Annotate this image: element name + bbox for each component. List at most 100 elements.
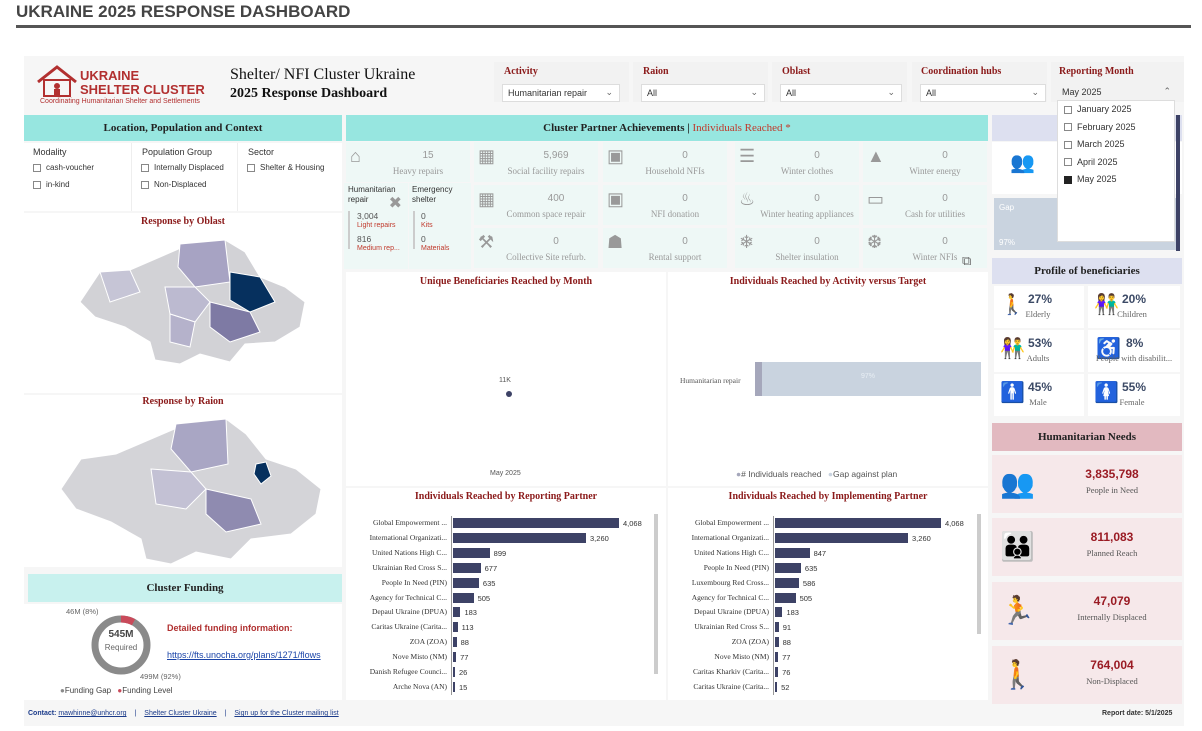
achievement-tile: ⚒ 0 Collective Site refurb. (474, 228, 598, 268)
checkbox[interactable] (1064, 123, 1072, 132)
funding-detail-link[interactable]: https://fts.unocha.org/plans/1271/flows (167, 650, 321, 660)
oblast-select[interactable]: All ⌄ (780, 84, 902, 102)
sector-option-shelter[interactable]: Shelter & Housing (247, 163, 324, 172)
partner-bar[interactable] (453, 562, 481, 573)
partner-bar[interactable] (775, 681, 778, 692)
funding-gap-value: 499M (92%) (140, 672, 181, 681)
partner-bar[interactable] (775, 652, 779, 663)
checkbox[interactable] (1064, 105, 1072, 114)
slicer-divider (131, 143, 132, 211)
month-option[interactable]: February 2025 (1064, 122, 1136, 132)
checkbox[interactable] (1064, 175, 1072, 184)
mailing-list-link[interactable]: Sign up for the Cluster mailing list (234, 710, 339, 717)
reporting-month-dropdown: January 2025 February 2025 March 2025 April… (1057, 100, 1175, 242)
shelter-cluster-link[interactable]: Shelter Cluster Ukraine (144, 710, 217, 717)
partner-bar[interactable] (453, 652, 457, 663)
bar-value-label: 26 (459, 668, 468, 677)
tile-label: Cash for utilities (905, 209, 965, 219)
partner-bar[interactable] (775, 667, 779, 677)
modality-option-inkind[interactable]: in-kind (33, 180, 70, 189)
month-option[interactable]: April 2025 (1064, 157, 1118, 167)
logo-tagline: Coordinating Humanitarian Shelter and Se… (40, 98, 200, 105)
month-point[interactable] (506, 391, 512, 397)
checkbox[interactable] (247, 163, 255, 172)
month-option[interactable]: January 2025 (1064, 104, 1132, 114)
scrollbar[interactable] (654, 514, 658, 674)
activity-select[interactable]: Humanitarian repair ⌄ (502, 84, 620, 102)
profile-elderly: 🚶 27% Elderly (994, 286, 1084, 328)
checkbox[interactable] (141, 163, 149, 172)
checkbox[interactable] (33, 180, 41, 189)
tile-label: Shelter insulation (775, 252, 839, 262)
partner-bar[interactable] (453, 532, 587, 543)
month-option[interactable]: March 2025 (1064, 139, 1125, 149)
filter-label: Raion (643, 66, 669, 77)
partner-bar[interactable] (453, 547, 490, 558)
partner-bar[interactable] (775, 562, 801, 573)
partner-bar[interactable] (453, 592, 474, 603)
partner-bar[interactable] (775, 622, 779, 633)
bar-value-label: 77 (782, 653, 791, 663)
medium-repairs-label: Medium rep... (357, 245, 400, 252)
nfi-icon: ▣ (607, 189, 625, 209)
partner-bar[interactable] (453, 622, 458, 633)
funding-panel (24, 604, 342, 700)
option-label: cash-voucher (46, 163, 95, 172)
profile-label: Adults (1026, 353, 1050, 363)
partner-label: International Organizati... (691, 532, 769, 542)
scrollbar[interactable] (977, 514, 981, 634)
reporting-month-select[interactable]: May 2025 ⌃ (1057, 84, 1177, 102)
activity-bar[interactable]: 97% (755, 362, 981, 396)
checkbox[interactable] (1064, 140, 1072, 149)
tile-value: 400 (547, 193, 565, 204)
partner-label: People In Need (PIN) (381, 577, 447, 587)
partner-label: Danish Refugee Counci... (369, 667, 447, 676)
contact-email-link[interactable]: mawhinne@unhcr.org (58, 710, 127, 717)
partner-bar[interactable] (453, 577, 479, 588)
dropdown-scrollbar[interactable] (1176, 115, 1180, 251)
achievement-tile: ▣ 0 NFI donation (603, 185, 727, 225)
partner-label: ZOA (ZOA) (409, 637, 447, 647)
select-value: Humanitarian repair (508, 88, 588, 98)
partner-bar[interactable] (453, 607, 461, 618)
partner-label: Depaul Ukraine (DPUA) (694, 607, 769, 617)
tile-value: 5,969 (543, 150, 569, 161)
legend-label: Gap against plan (833, 469, 898, 479)
coordination-hubs-select[interactable]: All ⌄ (920, 84, 1046, 102)
expand-icon[interactable]: ⧉ (962, 253, 972, 268)
population-option-idp[interactable]: Internally Displaced (141, 163, 224, 172)
partner-bar[interactable] (775, 518, 941, 528)
checkbox[interactable] (1064, 158, 1072, 167)
funding-donut[interactable] (88, 612, 154, 678)
raion-select[interactable]: All ⌄ (641, 84, 765, 102)
bar-value-label: 3,260 (912, 533, 931, 543)
partner-bar[interactable] (775, 607, 783, 618)
partner-bar[interactable] (453, 667, 455, 677)
month-option[interactable]: May 2025 (1064, 174, 1117, 184)
partner-bar[interactable] (453, 681, 455, 692)
activity-target-title: Individuals Reached by Activity versus T… (729, 276, 927, 287)
checkbox[interactable] (33, 163, 41, 172)
funding-detail-title: Detailed funding information: (167, 623, 293, 633)
partner-bar[interactable] (775, 637, 779, 648)
kits-value: 0 (421, 211, 426, 221)
modality-option-cash[interactable]: cash-voucher (33, 163, 94, 172)
card-title: Emergency shelter (412, 185, 453, 204)
partner-bar[interactable] (775, 592, 796, 603)
partner-bar[interactable] (453, 518, 619, 528)
population-option-nondisplaced[interactable]: Non-Displaced (141, 180, 206, 189)
partner-label: Caritas Ukraine (Carita... (693, 681, 769, 691)
filter-activity: Activity Humanitarian repair ⌄ (494, 62, 629, 102)
partner-bar[interactable] (775, 532, 909, 543)
achievement-tile: ❄ 0 Shelter insulation (735, 228, 859, 268)
raion-map[interactable] (56, 414, 326, 566)
checkbox[interactable] (141, 180, 149, 189)
partner-bar[interactable] (775, 547, 810, 558)
dashboard-title: Shelter/ NFI Cluster Ukraine (230, 66, 416, 83)
achievements-header: Cluster Partner Achievements | Individua… (346, 115, 988, 141)
oblast-map[interactable] (70, 232, 320, 372)
select-value: May 2025 (1062, 87, 1102, 97)
partner-bar[interactable] (453, 637, 457, 648)
partner-bar[interactable] (775, 577, 799, 588)
male-icon: 🚹 (1000, 382, 1025, 404)
